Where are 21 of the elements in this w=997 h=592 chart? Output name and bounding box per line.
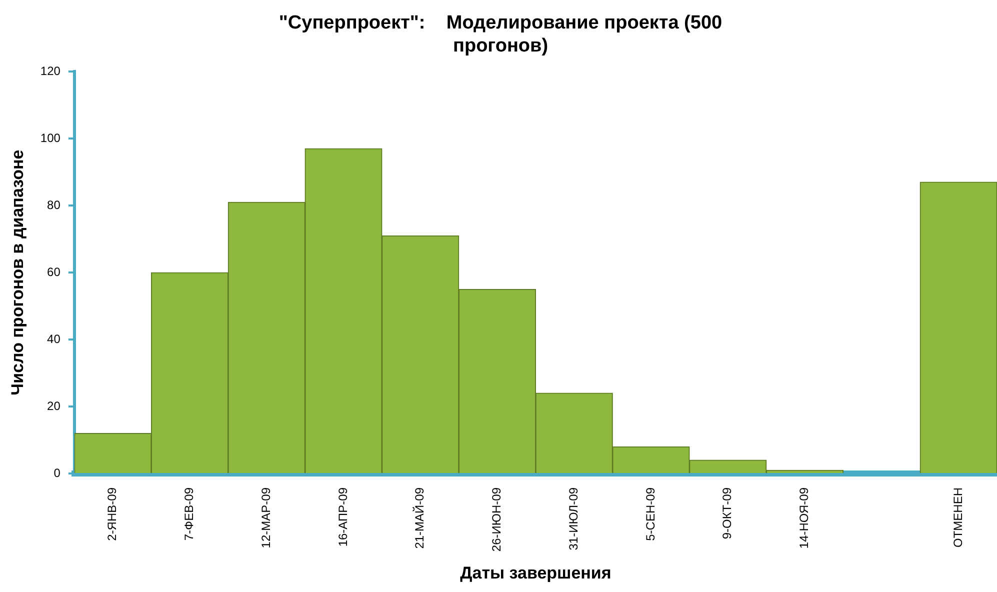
y-tick-label: 60 xyxy=(47,264,61,279)
y-tick-label: 20 xyxy=(47,398,61,413)
x-tick-label: 31-ИЮЛ-09 xyxy=(566,487,580,550)
x-axis-title: Даты завершения xyxy=(460,563,612,582)
y-tick-label: 0 xyxy=(54,466,61,480)
x-tick-label: 9-ОКТ-09 xyxy=(720,487,734,540)
x-tick-label: 2-ЯНВ-09 xyxy=(105,487,120,541)
x-tick-label: 5-СЕН-09 xyxy=(643,487,658,541)
x-tick-label: ОТМЕНЕН xyxy=(950,488,965,548)
chart-title: "Суперпроект": Моделирование проекта (500 прогонов) xyxy=(278,12,722,56)
x-tick-label: 7-ФЕВ-09 xyxy=(182,487,196,541)
y-tick-label: 40 xyxy=(47,332,61,346)
y-tick-label: 100 xyxy=(40,130,61,145)
x-tick-label: 16-АПР-09 xyxy=(336,487,350,547)
x-tick-label: 26-ИЮН-09 xyxy=(490,487,504,552)
x-tick-label: 21-МАЙ-09 xyxy=(412,487,427,549)
y-tick-label: 80 xyxy=(47,198,61,212)
y-tick-label: 120 xyxy=(40,64,61,78)
x-tick-label: 12-МАР-09 xyxy=(258,487,273,548)
x-tick-label: 14-НОЯ-09 xyxy=(797,487,812,549)
y-axis-title: Число прогонов в диапазоне xyxy=(8,150,27,396)
